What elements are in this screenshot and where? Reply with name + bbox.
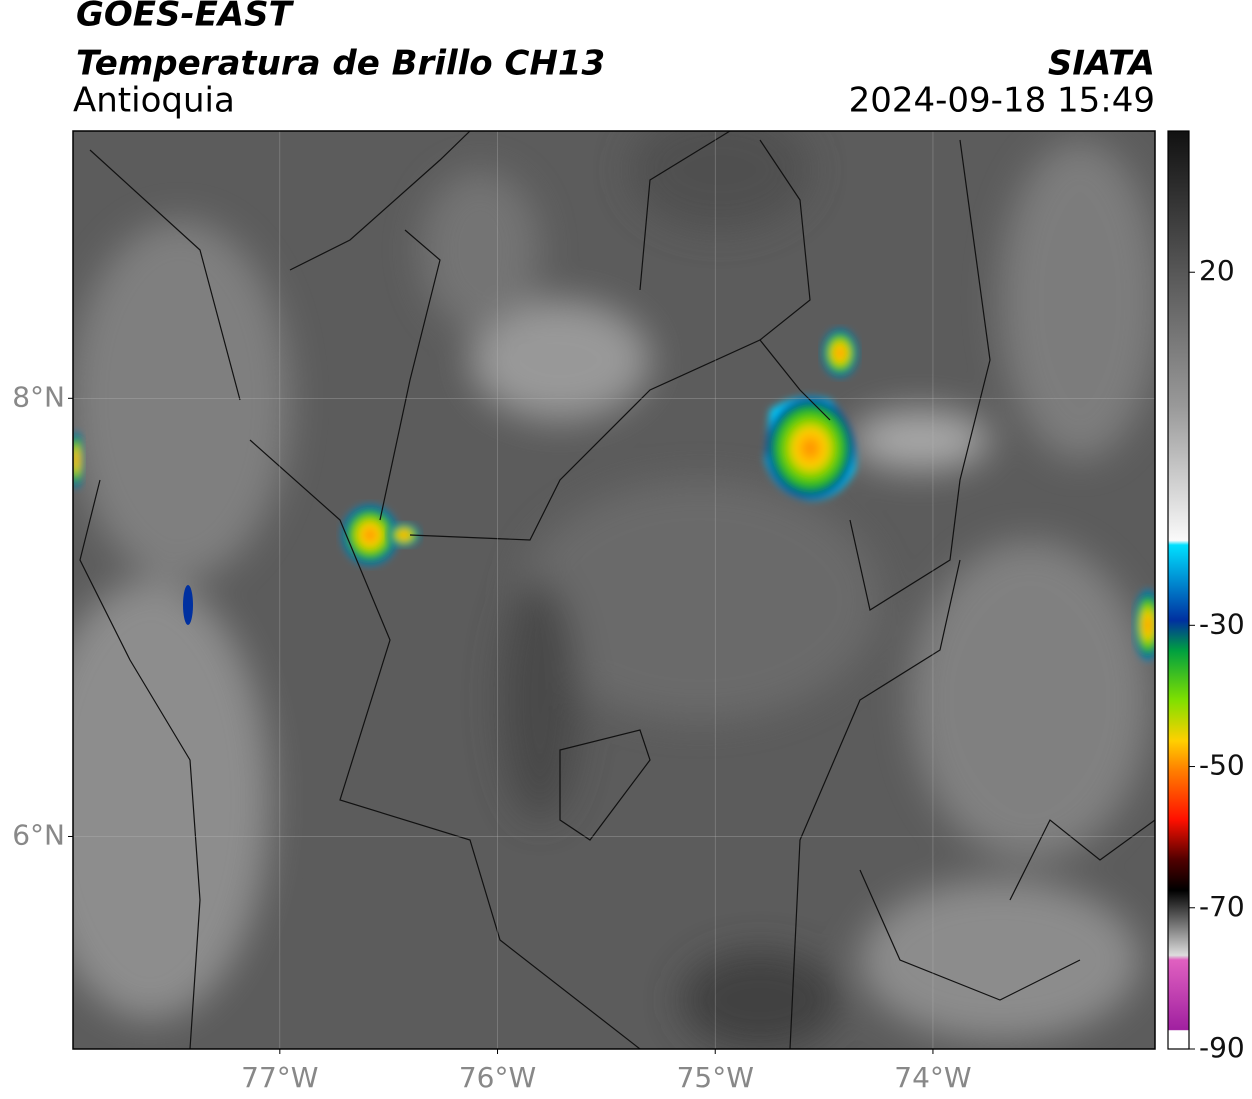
colorbar [1167, 130, 1190, 1050]
region: Antioquia [73, 81, 235, 121]
timestamp: 2024-09-18 15:49 [849, 81, 1155, 121]
graticule [73, 131, 1155, 1049]
boundaries [79, 131, 1155, 1049]
map-image [73, 131, 1155, 1049]
colorbar-tick-label: -30 [1199, 607, 1245, 640]
colorbar-tick-label: -90 [1199, 1031, 1245, 1064]
y-tick-label: 6°N [12, 818, 65, 851]
x-tick-label: 74°W [894, 1061, 971, 1094]
source: SIATA [1048, 44, 1155, 84]
x-tick-label: 77°W [241, 1061, 318, 1094]
map-frame [72, 130, 1156, 1050]
subtitle: Temperatura de Brillo CH13 [76, 44, 605, 84]
colorbar-tick-label: -70 [1199, 890, 1245, 923]
x-tick-label: 75°W [677, 1061, 754, 1094]
title: GOES-EAST [76, 0, 295, 35]
x-tick-label: 76°W [459, 1061, 536, 1094]
colorbar-tick-label: -50 [1199, 749, 1245, 782]
colorbar-tick-label: 20 [1199, 254, 1235, 287]
convective-cells [73, 329, 1155, 660]
y-tick-label: 8°N [12, 380, 65, 413]
